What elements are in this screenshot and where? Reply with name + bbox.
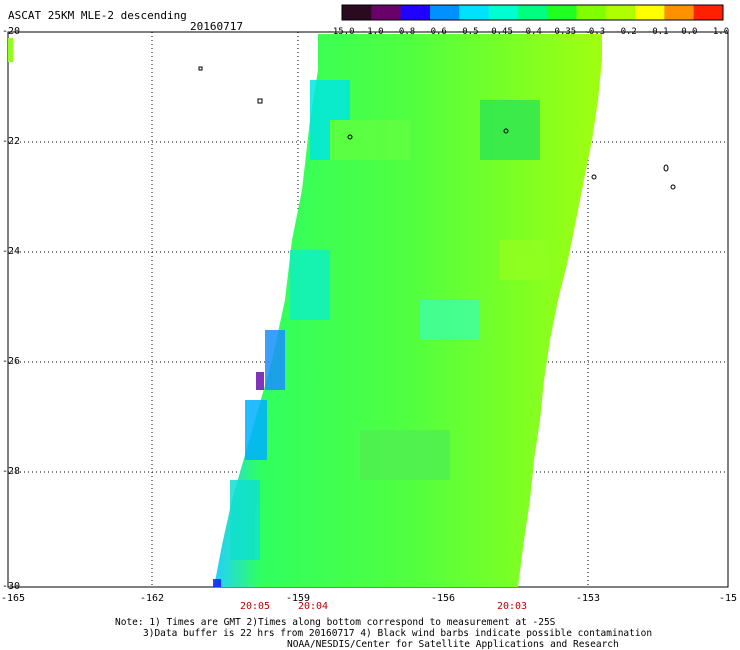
y-label: -28 [2, 466, 21, 477]
colorbar-tick-label: -0.1 [646, 27, 669, 37]
note-line: Note: 1) Times are GMT 2)Times along bot… [115, 617, 556, 628]
y-label: -30 [2, 581, 21, 592]
x-label: -156 [430, 593, 456, 604]
note-line: NOAA/NESDIS/Center for Satellite Applica… [287, 639, 619, 650]
colorbar-swatch [429, 5, 460, 20]
x-label: -165 [0, 593, 26, 604]
y-label: -26 [2, 356, 21, 367]
y-label: -20 [2, 26, 21, 37]
colorbar-swatch [664, 5, 695, 20]
colorbar-tick-label: 1.0 [712, 27, 730, 37]
islands [198, 66, 676, 190]
time-label: 20:05 [239, 601, 271, 612]
x-label: -162 [139, 593, 165, 604]
x-label: -159 [285, 593, 311, 604]
colorbar-swatch [576, 5, 607, 20]
colorbar [341, 4, 724, 21]
colorbar-swatch [635, 5, 665, 20]
y-label: -24 [2, 246, 21, 257]
colorbar-swatch [488, 5, 519, 20]
map-title: ASCAT 25KM MLE-2 descending [8, 9, 187, 22]
colorbar-swatch [371, 5, 402, 20]
colorbar-tick-label: -15.0 [327, 27, 355, 37]
colorbar-tick-label: -0.3 [583, 27, 606, 37]
data-swath [214, 34, 602, 587]
map-date: 20160717 [190, 20, 243, 33]
note-line: 3)Data buffer is 22 hrs from 20160717 4)… [143, 628, 653, 639]
colorbar-tick-label: -0.8 [393, 27, 416, 37]
colorbar-swatch [693, 5, 724, 20]
colorbar-swatch [605, 5, 636, 20]
colorbar-swatch [547, 5, 577, 20]
colorbar-tick-label: -1.0 [361, 27, 384, 37]
colorbar-tick-label: 0.0 [681, 27, 698, 37]
colorbar-swatch [400, 5, 431, 20]
x-label: -15 [718, 593, 738, 604]
time-label: 20:03 [496, 601, 528, 612]
time-label: 20:04 [297, 601, 329, 612]
colorbar-tick-label: -0.45 [485, 27, 513, 37]
colorbar-tick-label: -0.6 [425, 27, 447, 37]
footer-notes: Note: 1) Times are GMT 2)Times along bot… [115, 617, 652, 650]
colorbar-swatch [342, 5, 372, 20]
colorbar-swatch [517, 5, 548, 20]
colorbar-swatch [459, 5, 490, 20]
colorbar-frame [341, 4, 724, 21]
x-label: -153 [575, 593, 601, 604]
y-label: -22 [2, 136, 21, 147]
colorbar-tick-label: -0.5 [456, 27, 479, 37]
colorbar-tick-label: -0.4 [520, 27, 542, 37]
swath-texture [213, 80, 550, 587]
colorbar-tick-label: -0.35 [549, 27, 577, 37]
edge-marker [8, 38, 13, 62]
colorbar-tick-label: -0.2 [615, 27, 637, 37]
